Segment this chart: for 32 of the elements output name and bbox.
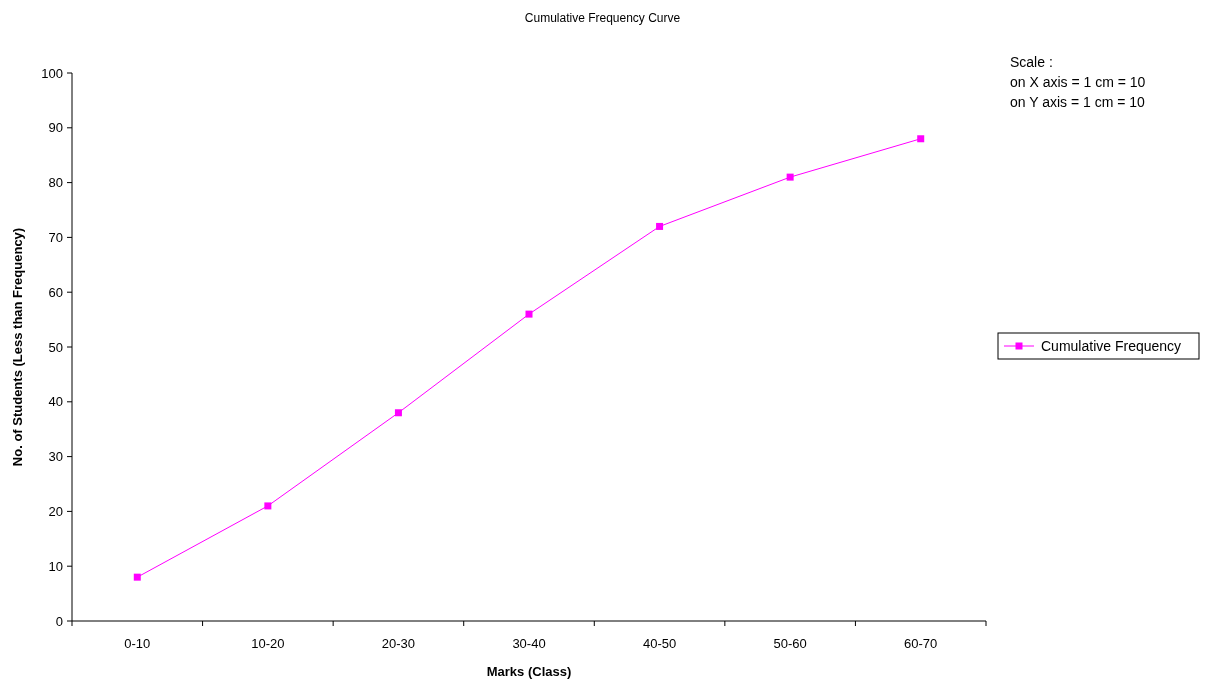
- x-tick-label: 50-60: [773, 636, 807, 651]
- y-tick-label: 60: [48, 284, 63, 300]
- x-tick-label: 10-20: [251, 636, 285, 651]
- x-tick-label: 20-30: [381, 636, 416, 651]
- y-tick-label: 50: [48, 339, 63, 355]
- point: [525, 310, 533, 318]
- x-tick-label: 0-10: [124, 636, 151, 651]
- y-tick-label: 80: [48, 175, 63, 191]
- text: Scale :: [1010, 54, 1053, 70]
- point: [917, 135, 925, 143]
- y-tick-label: 0: [55, 613, 63, 629]
- point: [394, 409, 402, 417]
- legend-label: Cumulative Frequency: [1041, 337, 1182, 354]
- point: [264, 502, 272, 510]
- y-tick-label: 70: [48, 229, 63, 245]
- text: on X axis = 1 cm = 10: [1010, 74, 1146, 90]
- x-tick-label: 30-40: [512, 636, 546, 651]
- x-tick-label: 40-50: [642, 636, 677, 651]
- x-axis-title: Marks (Class): [486, 664, 572, 679]
- point: [656, 222, 664, 230]
- y-tick-label: 40: [48, 394, 63, 410]
- point: [786, 173, 794, 181]
- y-tick-label: 10: [48, 558, 63, 574]
- point: [133, 573, 141, 581]
- y-tick-label: 20: [48, 503, 63, 519]
- y-axis-title: No. of Students (Less than Frequency): [10, 227, 25, 467]
- text: on Y axis = 1 cm = 10: [1010, 94, 1146, 110]
- chart-title: Cumulative Frequency Curve: [524, 11, 681, 25]
- x-tick-label: 60-70: [904, 636, 938, 651]
- y-tick-label: 100: [41, 65, 63, 81]
- y-tick-label: 30: [48, 449, 63, 465]
- y-tick-label: 90: [48, 120, 63, 136]
